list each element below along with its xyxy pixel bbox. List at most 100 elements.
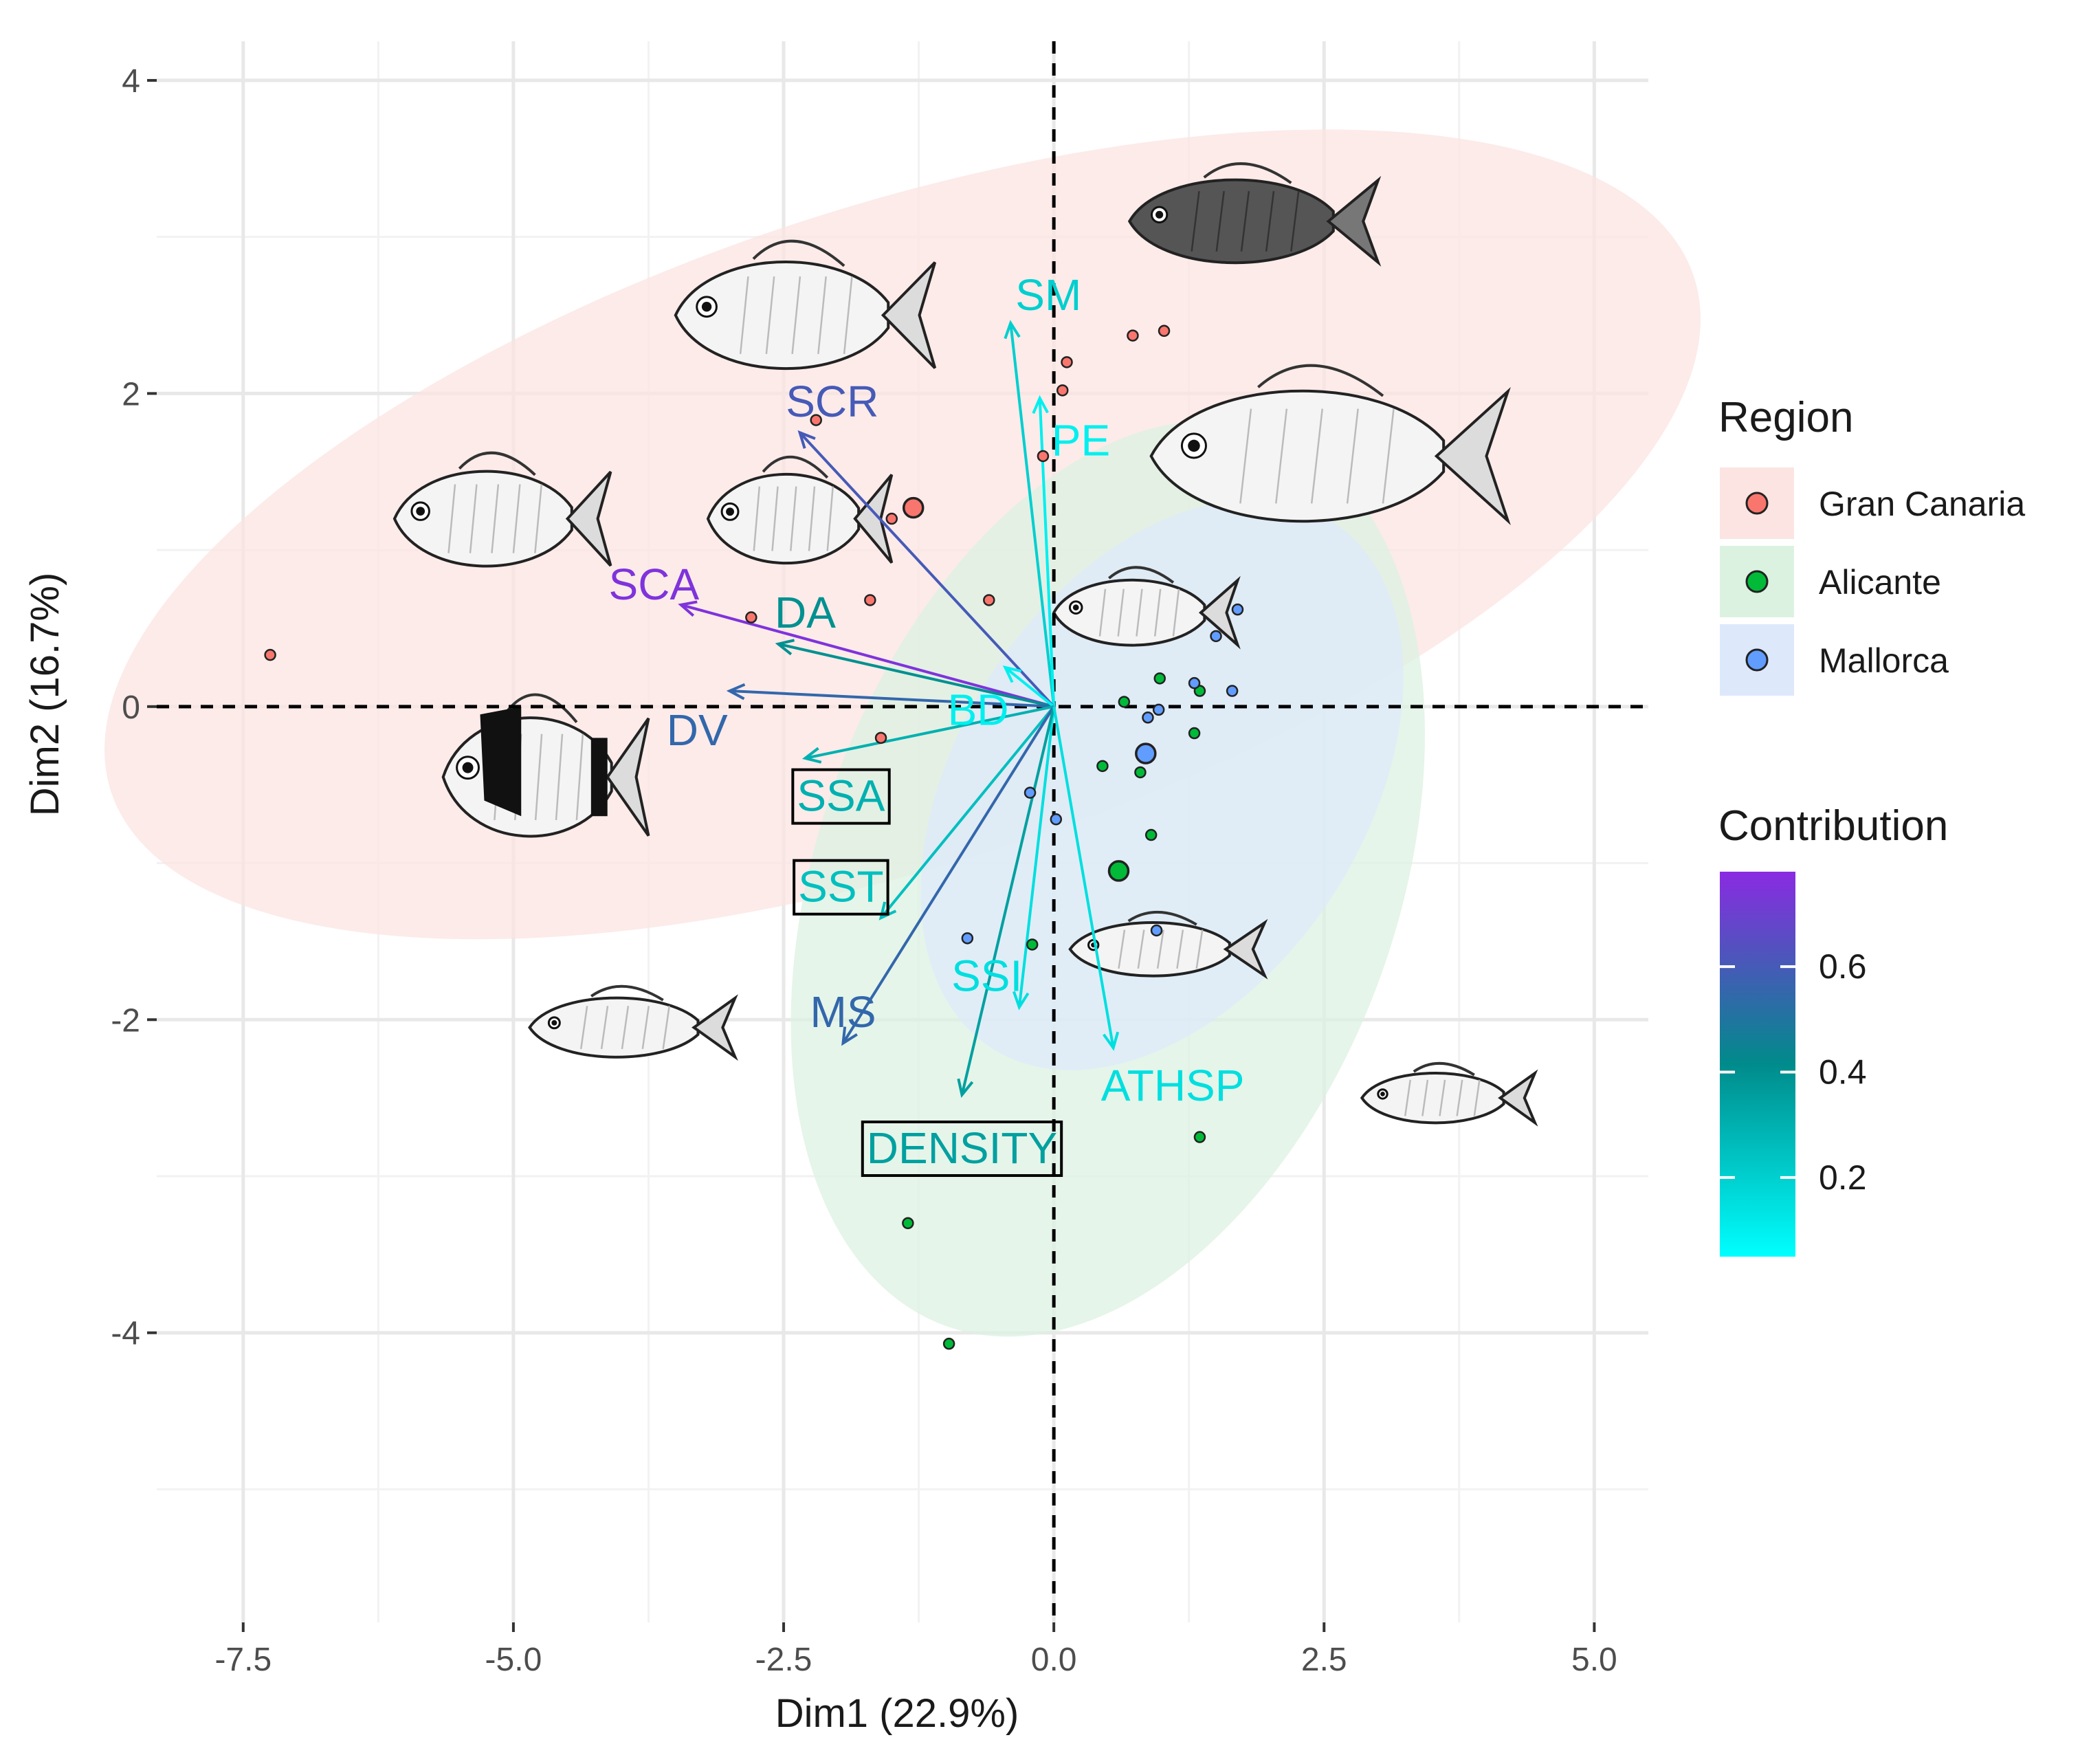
point-mallorca	[1226, 685, 1239, 697]
arrow-shaft	[1038, 398, 1056, 707]
fish-scale-line	[641, 1006, 650, 1050]
fish-scale-line	[817, 276, 827, 355]
fish-scale-line	[1290, 190, 1300, 252]
fish-pupil	[1072, 604, 1079, 611]
fish-scale-line	[1098, 588, 1107, 637]
variable-arrow-dv	[726, 683, 1054, 708]
contribution-legend-title: Contribution	[1718, 802, 1948, 850]
fish-dorsal-fin	[1257, 364, 1384, 397]
fish-band	[590, 738, 608, 817]
point-alicante	[902, 1217, 914, 1230]
point-alicante	[1153, 672, 1166, 685]
fish-dorsal-fin	[1203, 162, 1292, 184]
fish-scale-line	[1456, 1079, 1463, 1116]
arrow-head	[801, 747, 822, 764]
arrow-shaft	[841, 705, 1055, 1044]
fish-pupil	[1380, 1092, 1385, 1096]
fish-pupil	[551, 1019, 557, 1026]
point-gran-canaria-centroid	[902, 496, 925, 519]
point-mallorca	[1210, 630, 1222, 643]
fish-scale-line	[1346, 408, 1359, 504]
fish-tail	[1198, 575, 1241, 650]
x-tick-label: -5.0	[485, 1642, 542, 1678]
colorbar-tick-label: 0.6	[1819, 947, 1867, 986]
fish-dorsal-fin	[1127, 910, 1197, 926]
fish-pupil	[462, 762, 474, 773]
point-alicante-centroid	[1107, 860, 1130, 882]
fish-scale-line	[808, 486, 816, 551]
fish-dorsal-fin	[752, 239, 845, 267]
point-alicante	[1188, 727, 1201, 740]
arrow-shaft	[681, 603, 1054, 708]
fish-illustration-seabream	[392, 451, 612, 568]
variable-arrow-ms	[841, 705, 1055, 1046]
variable-arrow-sca	[678, 600, 1054, 708]
arrow-shaft	[1017, 706, 1056, 1008]
fish-scale-line	[1172, 588, 1180, 637]
fish-scale-line	[843, 276, 853, 355]
variable-label-da: DA	[775, 588, 836, 637]
fish-band	[480, 706, 522, 817]
fish-scale-line	[1382, 408, 1395, 504]
fish-tail	[692, 994, 738, 1061]
fish-scale-line	[1117, 588, 1125, 637]
fish-illustration-parrotfish	[674, 239, 937, 371]
colorbar-tick-label: 0.2	[1819, 1158, 1867, 1197]
fish-scale-line	[771, 486, 779, 551]
arrow-head	[775, 639, 795, 656]
point-gran-canaria	[1127, 329, 1139, 342]
fish-dorsal-fin	[1413, 1061, 1475, 1077]
fish-dorsal-fin	[762, 455, 829, 479]
point-mallorca	[1152, 703, 1165, 716]
fish-scale-line	[447, 484, 456, 553]
region-ellipses	[104, 129, 1701, 1337]
fish-scale-line	[534, 484, 543, 553]
variable-label-box	[791, 768, 891, 825]
point-gran-canaria	[810, 414, 822, 426]
arrow-head	[1004, 320, 1021, 340]
variable-label-ms: MS	[810, 987, 876, 1037]
fish-scale-line	[579, 1006, 588, 1050]
arrow-head	[878, 901, 897, 920]
variable-arrows	[678, 320, 1120, 1099]
fish-scale-line	[1439, 1079, 1446, 1116]
point-gran-canaria	[1056, 384, 1069, 397]
fish-pupil	[726, 507, 735, 516]
fish-scale-line	[469, 484, 478, 553]
legend-item-alicante: Alicante	[1720, 546, 1941, 617]
point-gran-canaria	[874, 731, 887, 745]
point-gran-canaria	[885, 512, 898, 525]
fish-illustration-seabream	[1149, 364, 1511, 525]
fish-dorsal-fin	[1108, 566, 1175, 584]
y-tick-label: 4	[122, 63, 140, 100]
arrow-head	[678, 600, 698, 617]
variable-arrow-da	[775, 639, 1054, 708]
fish-tail	[1223, 918, 1268, 980]
fish-scale-line	[600, 1006, 609, 1050]
fish-scale-line	[739, 276, 749, 355]
variable-arrow-bd	[1002, 665, 1055, 708]
point-mallorca	[1142, 712, 1154, 724]
variable-arrow-athsp	[1052, 706, 1120, 1051]
point-mallorca	[961, 932, 974, 945]
fish-scale-line	[491, 484, 500, 553]
variable-arrow-sm	[1004, 320, 1056, 707]
y-tick-label: 2	[122, 376, 140, 412]
point-mallorca	[1050, 813, 1063, 826]
point-gran-canaria	[264, 648, 276, 661]
fish-illustration-pufferfish	[1127, 162, 1382, 267]
arrow-shaft	[880, 705, 1055, 919]
fish-scale-line	[1275, 408, 1288, 504]
arrow-shaft	[799, 431, 1055, 708]
fish-illustration-damselfish	[441, 693, 650, 838]
variable-label-density: DENSITY	[867, 1123, 1057, 1173]
y-axis-title: Dim2 (16.7%)	[23, 573, 67, 817]
point-alicante	[942, 1337, 955, 1350]
fish-scale-line	[791, 276, 801, 355]
fish-pupil	[1188, 439, 1200, 452]
point-mallorca-centroid	[1135, 742, 1157, 764]
y-tick-label: 0	[122, 690, 140, 726]
variable-label-sca: SCA	[609, 560, 700, 609]
variable-label-pe: PE	[1052, 416, 1110, 465]
